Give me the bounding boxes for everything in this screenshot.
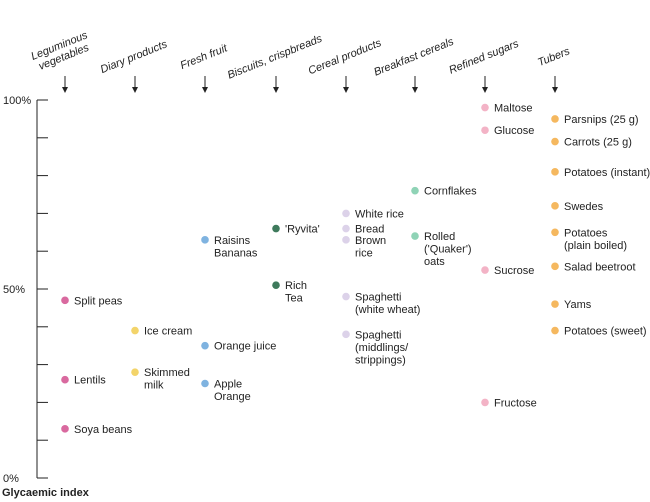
point-label: White rice [355,208,404,220]
point-label: Parsnips (25 g) [564,114,639,126]
data-point [272,224,280,233]
point-label: Potatoes (instant) [564,167,650,179]
data-point [201,236,209,244]
data-point [481,266,489,274]
category-label: Leguminousvegetables [29,29,94,74]
point-label: Rich Tea [285,280,307,305]
data-point [551,202,559,210]
point-label: Potatoes (sweet) [564,326,647,338]
data-point [61,296,69,305]
data-point [342,224,350,233]
point-label: Yams [564,299,592,311]
y-tick-label: 100% [3,95,31,107]
data-point [342,330,350,339]
point-label: Sucrose [494,265,534,277]
data-point [551,115,559,123]
point-label: Cornflakes [424,186,477,198]
point-label: Potatoes (plain boiled) [564,227,627,252]
data-point [481,126,489,135]
point-label: Orange juice [214,341,276,353]
point-label: Salad beetroot [564,261,636,273]
data-point [342,236,350,244]
category-label: Fresh fruit [179,42,230,72]
point-label: Raisins Bananas [214,235,258,259]
category-label: Breakfast cereals [372,36,456,79]
point-label: Lentils [74,375,106,387]
data-point [201,379,209,388]
data-point [481,103,489,112]
data-points: Split peas Lentils Soya beans Ice cream Skim… [61,103,650,436]
y-tick-label: 0% [3,473,19,485]
category-label: Diary products [99,38,170,76]
point-label: Carrots (25 g) [564,137,632,149]
point-label: Swedes [564,201,604,213]
point-label: Ice cream [144,326,192,338]
point-label: Skimmed milk [144,367,190,392]
data-point [481,398,489,407]
data-point [342,209,350,218]
data-point [131,326,139,335]
data-point [201,341,209,350]
data-point [131,368,139,376]
point-label: Soya beans [74,424,133,436]
data-point [551,326,559,335]
point-label: Rolled ('Quaker') oats [424,231,472,268]
category-label: Refined sugars [447,38,521,77]
data-point [411,232,419,240]
y-axis: 0% 50% 100% [3,95,48,485]
data-point [551,228,559,237]
point-label: 'Ryvita' [285,224,320,236]
data-point [551,300,559,308]
category-label: Tubers [536,45,572,69]
point-label: Split peas [74,295,123,307]
data-point [551,137,559,146]
data-point [342,292,350,301]
y-tick-label: 50% [3,284,25,296]
data-point [551,262,559,271]
category-headers: Leguminousvegetables Diary products Fresh … [29,29,572,93]
data-point [551,168,559,176]
data-point [61,375,69,384]
point-label: Spaghetti (white wheat) [355,292,420,317]
point-label: Fructose [494,397,537,409]
data-point [61,425,69,433]
data-point [411,186,419,195]
point-label: Glucose [494,125,534,137]
data-point [272,281,280,290]
point-label: Apple Orange [214,379,251,404]
point-label: Brown rice [355,235,386,259]
point-label: Spaghetti (middlings/strippings) [355,329,409,366]
point-label: Maltose [494,103,533,115]
y-axis-label: Glycaemic index [2,487,90,499]
point-label: Bread [355,224,384,236]
